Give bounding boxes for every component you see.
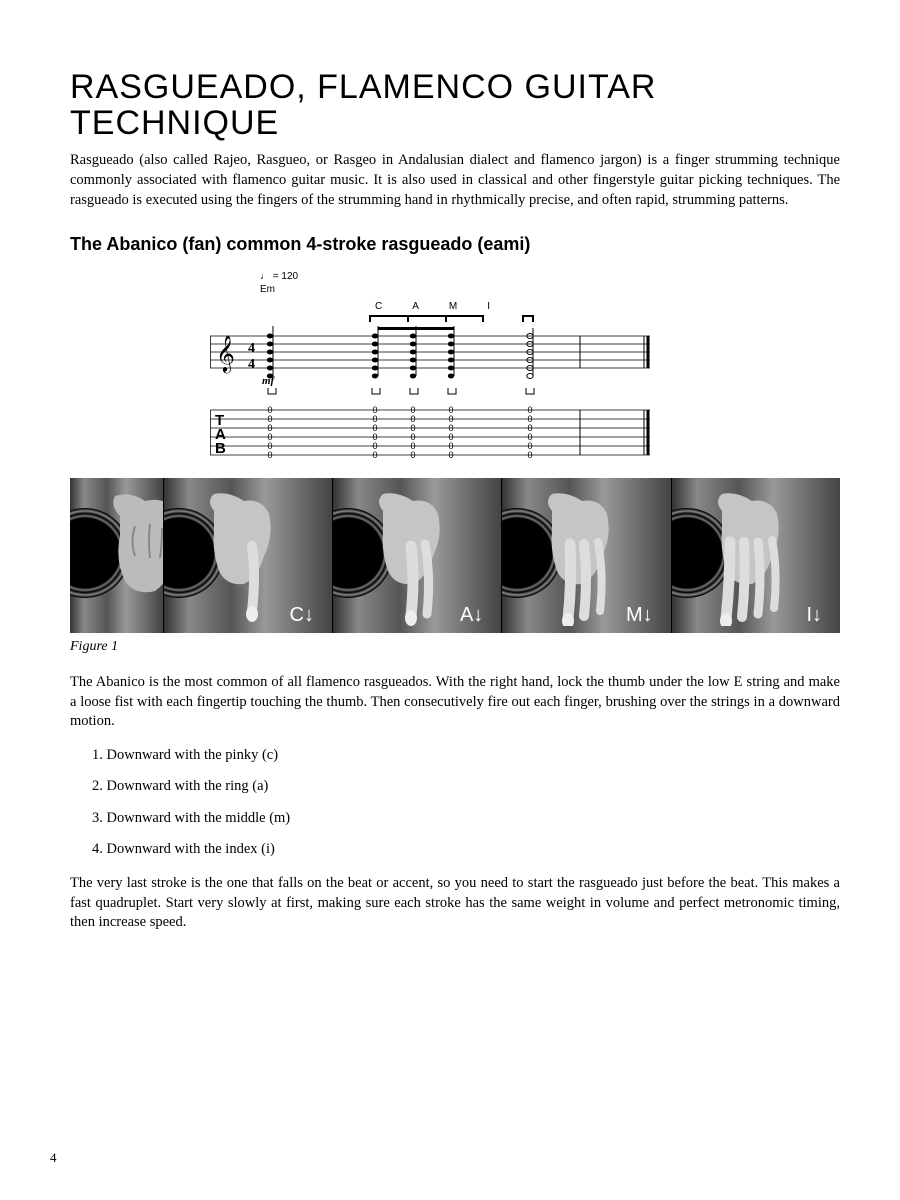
hand-index-icon	[682, 486, 812, 626]
title-line-2: TECHNIQUE	[70, 104, 279, 142]
svg-text:𝄞: 𝄞	[216, 335, 235, 373]
hand-fist-icon	[80, 486, 164, 626]
finger-letter-m: M	[449, 301, 487, 312]
tempo-marking: ♩ = 120	[210, 271, 650, 282]
svg-text:mf: mf	[262, 375, 276, 386]
photo-label-c: C↓	[290, 604, 314, 627]
step-2: 2. Downward with the ring (a)	[92, 777, 840, 797]
finger-letters-row: CAMI	[210, 301, 650, 312]
svg-text:0: 0	[527, 450, 532, 460]
technique-photo-strip: C↓ A↓ M↓ I↓	[70, 478, 840, 633]
photo-label-m: M↓	[626, 604, 653, 627]
hand-middle-icon	[512, 486, 642, 626]
abanico-description: The Abanico is the most common of all fl…	[70, 673, 840, 732]
staff-notation-icon: 𝄞 4 4	[210, 326, 650, 386]
svg-text:4: 4	[248, 357, 255, 372]
svg-text:4: 4	[248, 341, 255, 356]
photo-label-i: I↓	[806, 604, 822, 627]
tab-notation-icon: T A B 000000 000000 000000 000000 000000	[210, 405, 650, 460]
svg-text:B: B	[215, 440, 226, 457]
photo-cell-c: C↓	[164, 478, 333, 633]
step-4: 4. Downward with the index (i)	[92, 840, 840, 860]
page-title: RASGUEADO, FLAMENCO GUITAR TECHNIQUE	[70, 70, 840, 141]
step-1: 1. Downward with the pinky (c)	[92, 746, 840, 766]
intro-paragraph: Rasgueado (also called Rajeo, Rasgueo, o…	[70, 151, 840, 210]
svg-text:0: 0	[372, 450, 377, 460]
finger-letter-a: A	[412, 301, 449, 312]
svg-text:0: 0	[448, 450, 453, 460]
hand-ring-icon	[343, 486, 473, 626]
beam-bracket-icon	[368, 314, 548, 324]
figure-caption: Figure 1	[70, 639, 840, 655]
photo-label-a: A↓	[460, 604, 483, 627]
stroke-steps-list: 1. Downward with the pinky (c) 2. Downwa…	[92, 746, 840, 860]
photo-cell-m: M↓	[502, 478, 671, 633]
page-number: 4	[50, 1150, 57, 1166]
title-line-1: RASGUEADO, FLAMENCO GUITAR	[70, 68, 656, 106]
svg-text:0: 0	[410, 450, 415, 460]
finger-letter-c: C	[375, 301, 412, 312]
step-3: 3. Downward with the middle (m)	[92, 809, 840, 829]
photo-cell-a: A↓	[333, 478, 502, 633]
chord-name: Em	[210, 284, 650, 295]
closing-paragraph: The very last stroke is the one that fal…	[70, 874, 840, 933]
finger-letter-i: I	[487, 301, 520, 312]
svg-text:0: 0	[267, 450, 272, 460]
photo-cell-i: I↓	[672, 478, 840, 633]
subheading-abanico: The Abanico (fan) common 4-stroke rasgue…	[70, 234, 840, 255]
downstroke-markers-icon	[210, 386, 650, 400]
hand-pinky-icon	[174, 486, 304, 626]
photo-cell-start	[70, 478, 164, 633]
music-notation-block: ♩ = 120 Em CAMI 𝄞 4 4	[210, 271, 650, 460]
